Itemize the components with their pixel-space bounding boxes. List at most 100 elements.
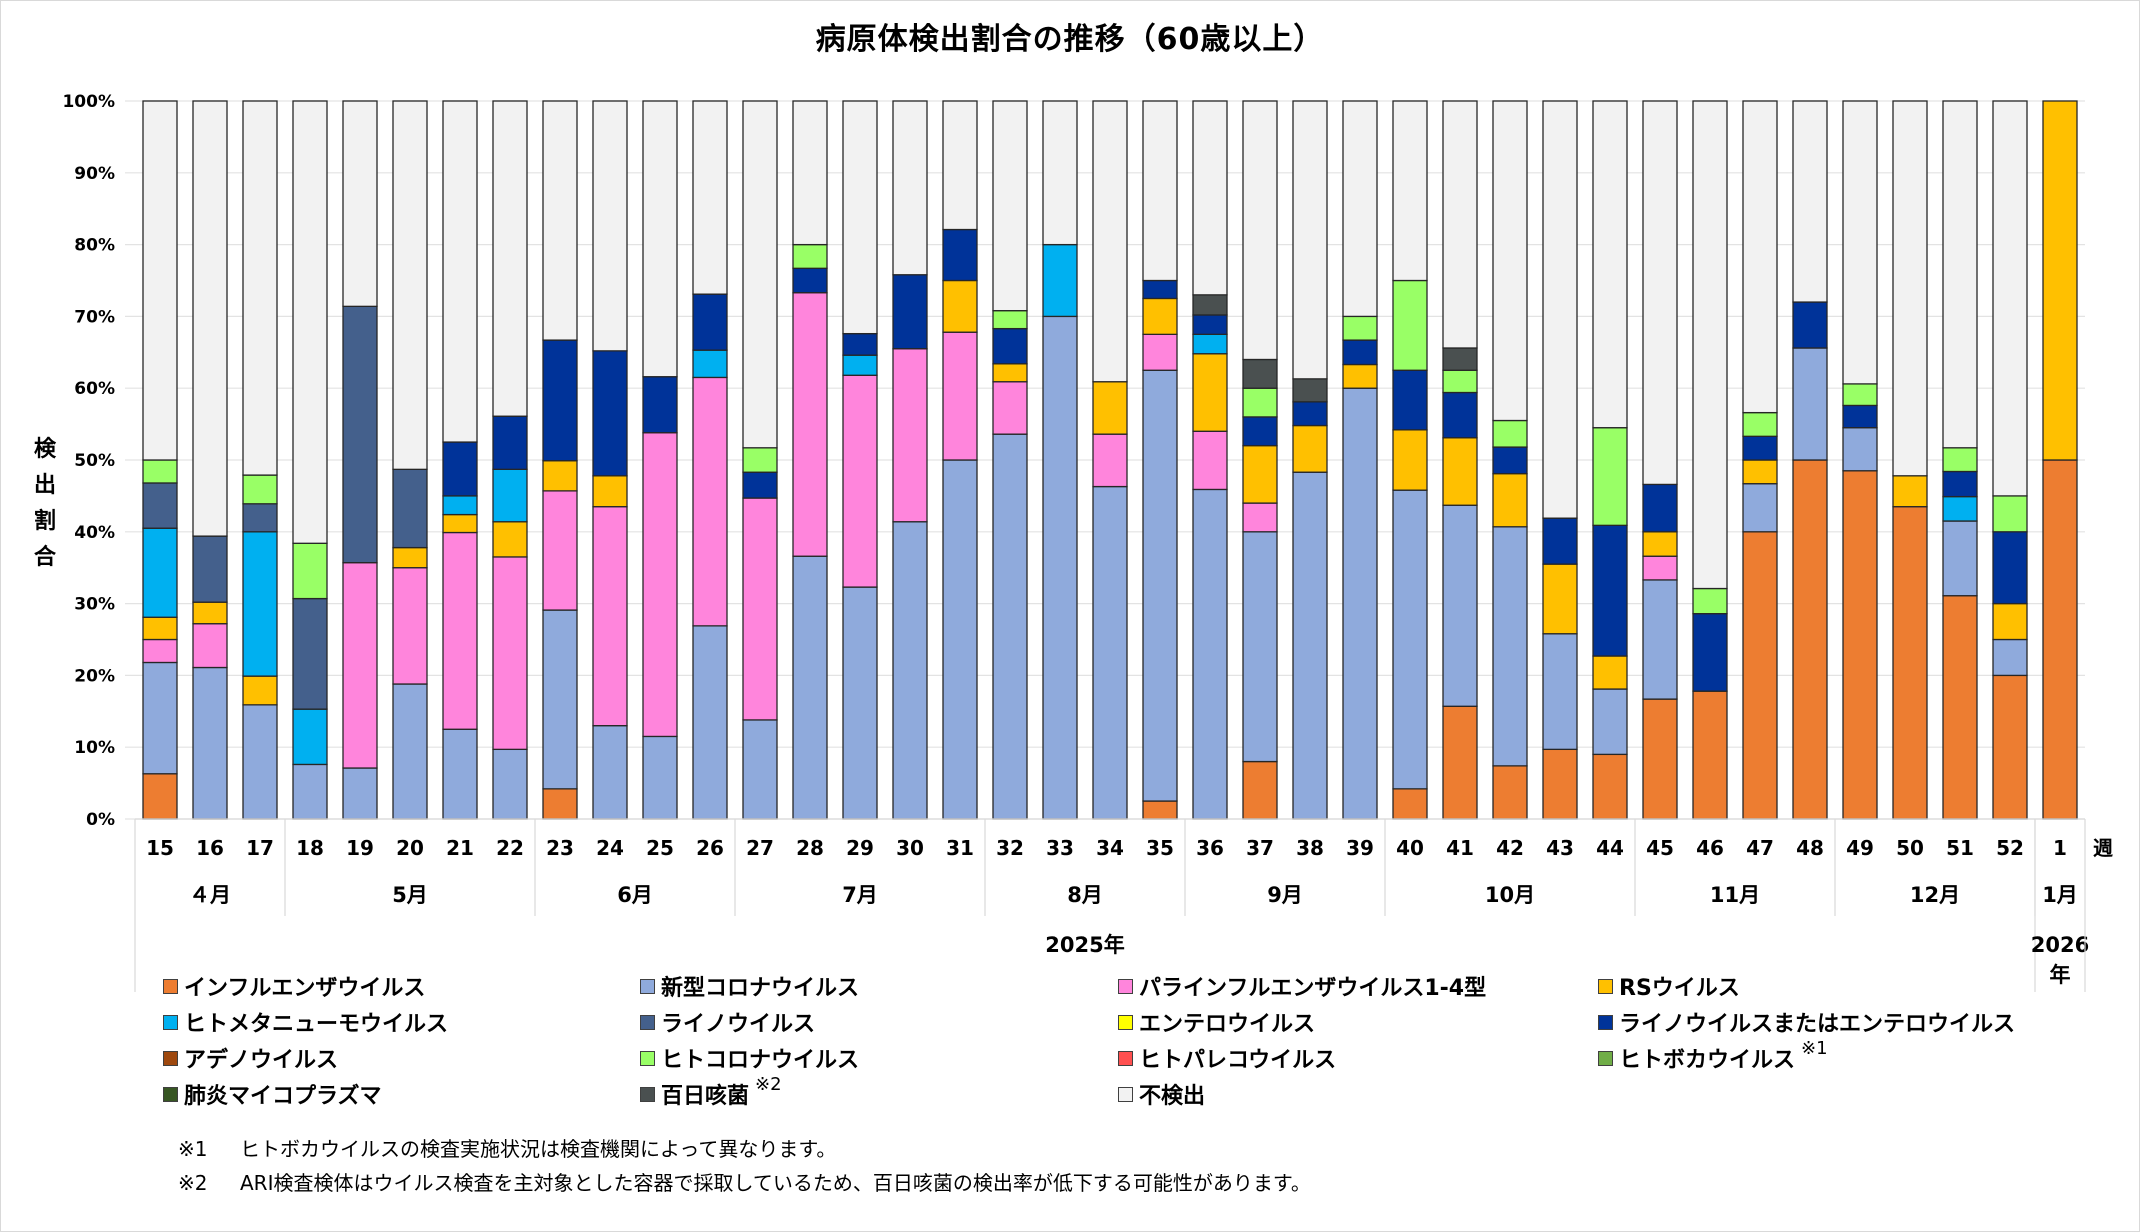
x-tick-label: 22 xyxy=(496,836,524,860)
legend-swatch xyxy=(640,978,655,994)
bar-stack xyxy=(1142,100,1178,820)
x-tick-label: 32 xyxy=(996,836,1024,860)
bar-segment xyxy=(192,666,228,820)
bar-segment xyxy=(1292,100,1328,380)
legend-swatch xyxy=(640,1050,655,1066)
month-label: 5月 xyxy=(392,883,428,907)
bar-stack xyxy=(1092,100,1128,820)
bar-segment xyxy=(1892,475,1928,508)
bar-segment xyxy=(1692,690,1728,820)
bar-stack xyxy=(242,100,278,820)
bar-stack xyxy=(1342,100,1378,820)
x-tick-label: 29 xyxy=(846,836,874,860)
bar-segment xyxy=(242,503,278,533)
month-label: 1月 xyxy=(2042,883,2078,907)
bar-segment xyxy=(1542,748,1578,820)
year-label-suffix: 年 xyxy=(2050,963,2071,987)
bar-segment xyxy=(1392,279,1428,371)
bar-segment xyxy=(1392,369,1428,431)
bar-segment xyxy=(1792,459,1828,820)
legend-item: ヒトメタニューモウイルス xyxy=(163,1006,448,1038)
bar-segment xyxy=(1742,100,1778,414)
bar-segment xyxy=(1242,531,1278,763)
bar-segment xyxy=(692,293,728,351)
bar-segment xyxy=(1942,495,1978,522)
legend-label: ライノウイルス xyxy=(661,1012,816,1037)
bar-segment xyxy=(742,447,778,473)
legend-label: ライノウイルスまたはエンテロウイルス xyxy=(1619,1012,2016,1037)
bar-stack xyxy=(442,100,478,820)
bar-segment xyxy=(1242,416,1278,447)
legend-item: ライノウイルスまたはエンテロウイルス xyxy=(1598,1006,2015,1038)
legend-swatch xyxy=(640,1086,655,1102)
bar-segment xyxy=(592,725,628,820)
bar-segment xyxy=(1992,531,2028,605)
y-tick-label: 20% xyxy=(74,666,115,686)
bar-segment xyxy=(1142,279,1178,300)
x-tick-label: 21 xyxy=(446,836,474,860)
bar-segment xyxy=(842,332,878,356)
bar-segment xyxy=(392,567,428,685)
legend-swatch xyxy=(1118,1086,1133,1102)
bar-segment xyxy=(242,100,278,476)
bar-segment xyxy=(1892,506,1928,820)
bar-segment xyxy=(1742,411,1778,437)
legend-label: ヒトパレコウイルス xyxy=(1139,1048,1337,1073)
bar-segment xyxy=(792,267,828,294)
legend-item: 肺炎マイコプラズマ xyxy=(163,1078,382,1110)
bar-segment xyxy=(692,100,728,295)
bar-segment xyxy=(842,100,878,335)
bar-segment xyxy=(242,531,278,677)
y-tick-label: 90% xyxy=(74,164,115,184)
bar-segment xyxy=(1542,563,1578,635)
x-tick-label: 40 xyxy=(1396,836,1424,860)
bar-segment xyxy=(592,506,628,727)
bar-segment xyxy=(242,675,278,706)
x-tick-label: 16 xyxy=(196,836,224,860)
legend-swatch xyxy=(640,1014,655,1030)
bar-segment xyxy=(1342,315,1378,341)
bar-segment xyxy=(492,556,528,751)
bar-segment xyxy=(892,521,928,820)
bar-stack xyxy=(892,100,928,820)
bar-segment xyxy=(2042,100,2078,461)
bar-segment xyxy=(1942,470,1978,498)
legend-swatch xyxy=(1598,1014,1613,1030)
bar-segment xyxy=(1142,100,1178,282)
y-tick-label: 0% xyxy=(86,810,115,830)
bar-segment xyxy=(392,100,428,470)
x-tick-label: 25 xyxy=(646,836,674,860)
bar-segment xyxy=(1242,387,1278,418)
bar-segment xyxy=(942,228,978,282)
bar-segment xyxy=(742,471,778,499)
bar-segment xyxy=(192,601,228,625)
legend-item: ヒトボカウイルス ※1 xyxy=(1598,1038,1828,1074)
chart-plot: 0%10%20%30%40%50%60%70%80%90%100% 15 16 17… xyxy=(62,92,2113,992)
bar-stack xyxy=(1192,100,1228,820)
bar-segment xyxy=(742,719,778,820)
legend-label: ヒトボカウイルス xyxy=(1619,1048,1796,1073)
x-tick-label: 26 xyxy=(696,836,724,860)
bar-segment xyxy=(1492,100,1528,422)
bar-segment xyxy=(1392,489,1428,790)
bar-stack xyxy=(1292,100,1328,820)
x-tick-label: 45 xyxy=(1646,836,1674,860)
bar-segment xyxy=(842,586,878,820)
x-tick-label: 17 xyxy=(246,836,274,860)
bar-segment xyxy=(1442,100,1478,349)
bar-segment xyxy=(142,773,178,820)
bar-segment xyxy=(1292,401,1328,427)
bar-stack xyxy=(1692,100,1728,820)
legend-swatch xyxy=(163,1014,178,1030)
bar-segment xyxy=(1342,100,1378,318)
y-tick-label: 10% xyxy=(74,738,115,758)
x-tick-label: 47 xyxy=(1746,836,1774,860)
chart-title: 病原体検出割合の推移（60歳以上） xyxy=(815,22,1325,57)
legend-label: ヒトメタニューモウイルス xyxy=(184,1012,449,1037)
bar-segment xyxy=(1692,613,1728,692)
bar-segment xyxy=(142,482,178,529)
legend-item: ヒトコロナウイルス xyxy=(640,1042,859,1074)
y-axis-label-char: 合 xyxy=(33,545,56,570)
y-tick-label: 50% xyxy=(74,451,115,471)
bar-segment xyxy=(542,460,578,492)
